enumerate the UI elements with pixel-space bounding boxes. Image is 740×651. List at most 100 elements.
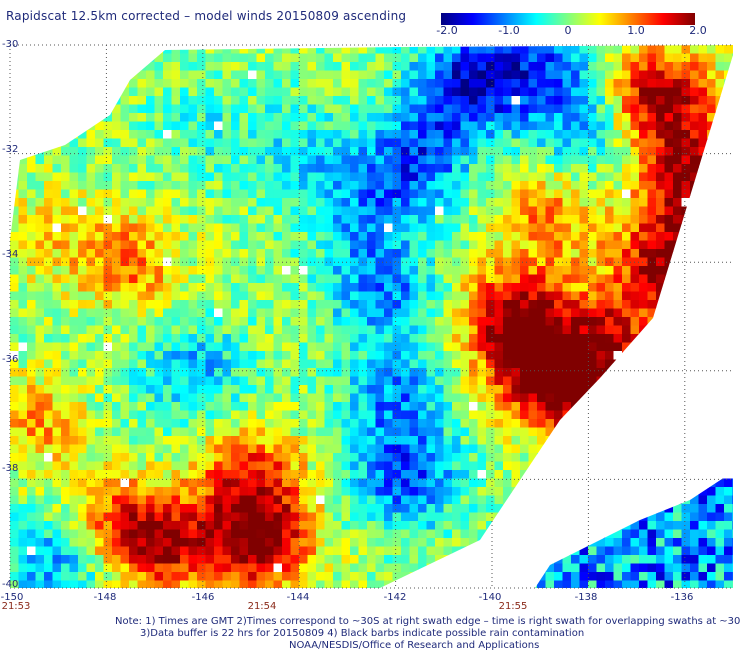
- wind-cell: [503, 181, 512, 190]
- wind-cell: [104, 54, 113, 63]
- wind-cell: [418, 79, 427, 88]
- wind-cell: [546, 96, 555, 105]
- wind-cell: [571, 513, 580, 522]
- wind-cell: [367, 292, 376, 301]
- wind-cell: [155, 292, 164, 301]
- wind-cell: [265, 343, 274, 352]
- wind-cell: [240, 62, 249, 71]
- wind-cell: [333, 292, 342, 301]
- wind-cell: [53, 470, 62, 479]
- wind-cell: [44, 88, 53, 97]
- wind-cell: [248, 479, 257, 488]
- wind-cell: [631, 428, 640, 437]
- wind-cell: [444, 156, 453, 165]
- wind-cell: [622, 54, 631, 63]
- wind-cell: [571, 139, 580, 148]
- wind-cell: [155, 88, 164, 97]
- wind-cell: [19, 360, 28, 369]
- wind-cell: [707, 71, 716, 80]
- wind-cell: [53, 496, 62, 505]
- wind-cell: [146, 113, 155, 122]
- wind-cell: [665, 445, 674, 454]
- wind-cell: [444, 300, 453, 309]
- wind-cell: [724, 139, 733, 148]
- wind-cell: [554, 368, 563, 377]
- wind-cell: [19, 249, 28, 258]
- wind-cell: [401, 530, 410, 539]
- wind-cell: [44, 411, 53, 420]
- wind-cell: [257, 105, 266, 114]
- wind-cell: [639, 334, 648, 343]
- wind-cell: [648, 224, 657, 233]
- wind-cell: [563, 411, 572, 420]
- wind-cell: [571, 317, 580, 326]
- wind-cell: [61, 292, 70, 301]
- wind-cell: [376, 402, 385, 411]
- wind-cell: [384, 351, 393, 360]
- wind-cell: [172, 62, 181, 71]
- wind-cell: [588, 224, 597, 233]
- wind-cell: [597, 283, 606, 292]
- wind-cell: [367, 190, 376, 199]
- wind-cell: [554, 530, 563, 539]
- wind-cell: [44, 139, 53, 148]
- wind-cell: [690, 224, 699, 233]
- wind-cell: [673, 309, 682, 318]
- wind-cell: [172, 530, 181, 539]
- wind-cell: [223, 402, 232, 411]
- wind-cell: [36, 215, 45, 224]
- wind-cell: [648, 487, 657, 496]
- wind-cell: [44, 513, 53, 522]
- wind-cell: [495, 300, 504, 309]
- wind-cell: [690, 181, 699, 190]
- wind-cell: [427, 530, 436, 539]
- wind-cell: [571, 241, 580, 250]
- wind-cell: [486, 224, 495, 233]
- wind-cell: [197, 130, 206, 139]
- wind-cell: [78, 266, 87, 275]
- wind-cell: [36, 436, 45, 445]
- wind-cell: [673, 207, 682, 216]
- wind-cell: [180, 513, 189, 522]
- wind-cell: [733, 283, 740, 292]
- wind-cell: [588, 411, 597, 420]
- wind-cell: [180, 258, 189, 267]
- wind-cell: [342, 71, 351, 80]
- wind-cell: [231, 411, 240, 420]
- wind-cell: [605, 224, 614, 233]
- wind-cell: [376, 147, 385, 156]
- wind-cell: [486, 402, 495, 411]
- wind-cell: [112, 215, 121, 224]
- wind-cell: [529, 445, 538, 454]
- wind-cell: [325, 351, 334, 360]
- wind-cell: [282, 71, 291, 80]
- wind-cell: [359, 122, 368, 131]
- wind-cell: [639, 470, 648, 479]
- wind-cell: [121, 181, 130, 190]
- wind-cell: [384, 334, 393, 343]
- wind-cell: [61, 113, 70, 122]
- wind-cell: [10, 530, 19, 539]
- wind-cell: [673, 326, 682, 335]
- wind-cell: [563, 156, 572, 165]
- wind-cell: [172, 71, 181, 80]
- wind-cell: [393, 334, 402, 343]
- wind-cell: [257, 343, 266, 352]
- wind-cell: [231, 453, 240, 462]
- wind-cell: [563, 453, 572, 462]
- wind-cell: [27, 275, 36, 284]
- wind-cell: [682, 470, 691, 479]
- wind-cell: [53, 521, 62, 530]
- wind-cell: [724, 394, 733, 403]
- wind-cell: [427, 249, 436, 258]
- wind-cell: [478, 88, 487, 97]
- wind-cell: [10, 122, 19, 131]
- wind-cell: [146, 300, 155, 309]
- wind-cell: [214, 470, 223, 479]
- wind-cell: [325, 96, 334, 105]
- wind-cell: [520, 122, 529, 131]
- wind-cell: [546, 496, 555, 505]
- wind-cell: [682, 360, 691, 369]
- wind-cell: [563, 309, 572, 318]
- wind-cell: [350, 130, 359, 139]
